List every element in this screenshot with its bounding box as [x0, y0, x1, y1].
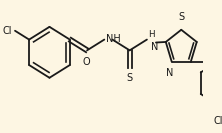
Text: Cl: Cl — [213, 117, 222, 126]
Text: H: H — [148, 30, 155, 39]
Text: O: O — [82, 57, 90, 67]
Text: N: N — [166, 68, 174, 78]
Text: N: N — [151, 41, 159, 51]
Text: NH: NH — [106, 34, 121, 44]
Text: Cl: Cl — [3, 26, 12, 36]
Text: S: S — [178, 12, 184, 22]
Text: S: S — [127, 73, 133, 83]
